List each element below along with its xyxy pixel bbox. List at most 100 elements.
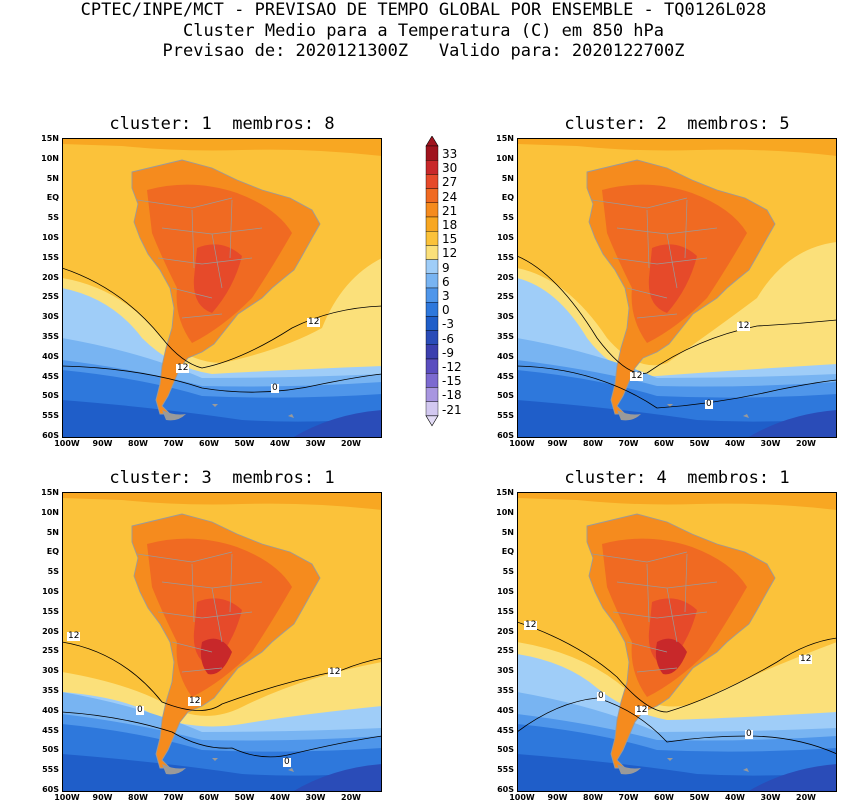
colorbar-swatch (425, 245, 439, 260)
map-panel-cluster-1 (62, 138, 382, 438)
falklands (212, 404, 218, 407)
colorbar-svg (425, 135, 439, 427)
lon-label: 70W (163, 439, 184, 448)
lat-label: 55S (497, 411, 514, 421)
lat-label: 55S (497, 765, 514, 775)
band-minus-6 (517, 400, 837, 438)
panel-3-title: cluster: 3 membros: 1 (109, 468, 335, 488)
lon-label: 40W (725, 439, 745, 448)
temperature-field (62, 138, 382, 438)
lat-label: EQ (46, 547, 59, 557)
contour-0 (517, 365, 837, 409)
contour-label: 12 (328, 667, 342, 677)
lon-label: 90W (92, 793, 113, 802)
lat-label: 10S (497, 587, 514, 596)
lon-label: 20W (341, 793, 361, 802)
panel-1-title: cluster: 1 membros: 8 (109, 114, 335, 134)
panel-4-title: cluster: 4 membros: 1 (564, 468, 790, 488)
colorbar-label: 15 (442, 232, 458, 247)
contour-label: 12 (635, 705, 649, 715)
lat-label: 45S (42, 725, 59, 735)
lat-label: 15N (496, 488, 514, 497)
lat-label: 35S (497, 332, 514, 341)
header-line-2: Cluster Medio para a Temperatura (C) em … (182, 21, 665, 41)
lon-label: 40W (270, 793, 290, 802)
country-borders (591, 551, 718, 673)
lat-label: 15N (41, 488, 59, 497)
lat-label: 40S (497, 351, 514, 361)
lat-label: 20S (42, 272, 59, 282)
coastline (586, 159, 776, 415)
lon-label: 20W (341, 439, 361, 448)
lat-label: 20S (497, 272, 514, 282)
lon-label: 50W (234, 793, 255, 802)
country-borders (136, 551, 263, 673)
lat-label: 15S (497, 606, 514, 616)
lon-label: 40W (270, 439, 290, 448)
band-minus-9 (747, 410, 837, 438)
lat-label: 40S (497, 705, 514, 715)
contour-label: 0 (597, 691, 605, 701)
lon-label: 80W (583, 439, 603, 448)
colorbar-swatch (425, 145, 439, 161)
lon-label: 60W (654, 793, 674, 802)
temperature-field (517, 138, 837, 438)
lon-label: 80W (128, 793, 148, 802)
lon-label: 30W (305, 439, 326, 448)
band-north-warm (517, 492, 837, 510)
map-frame (517, 492, 837, 792)
panel-2-title: cluster: 2 membros: 5 (564, 114, 790, 134)
lon-label: 30W (760, 793, 781, 802)
colorbar-label: -15 (442, 374, 462, 389)
lat-label: 15S (42, 606, 59, 616)
lat-label: 55S (42, 411, 59, 421)
lat-label: EQ (501, 193, 514, 203)
lat-label: 40S (42, 351, 59, 361)
colorbar-label: -21 (442, 402, 462, 417)
lon-label: 70W (618, 439, 639, 448)
lat-label: 10N (41, 507, 59, 517)
colorbar-label: 21 (442, 203, 458, 218)
colorbar-bottom-arrow (425, 415, 439, 427)
lat-label: 50S (497, 745, 514, 755)
lat-label: 5S (47, 567, 59, 577)
lat-label: 50S (42, 745, 59, 755)
colorbar-swatch (425, 387, 439, 402)
tierra-del-fuego (617, 410, 641, 421)
contour-12 (517, 255, 837, 374)
header-line-3: Previsao de: 2020121300Z Valido para: 20… (162, 41, 685, 61)
lat-label: 15S (497, 252, 514, 262)
contour-0 (62, 711, 382, 758)
lat-label: 10N (496, 507, 514, 517)
colorbar-swatch (425, 301, 439, 317)
colorbar-swatch (425, 160, 439, 175)
lon-label: 50W (689, 793, 710, 802)
colorbar-top-arrow (425, 135, 439, 147)
colorbar-swatch (425, 372, 439, 388)
colorbar-label: 33 (442, 147, 458, 161)
south-georgia (288, 768, 294, 772)
lat-label: 5N (501, 173, 514, 183)
band-minus-6 (517, 754, 837, 792)
lat-label: 45S (497, 371, 514, 381)
tierra-del-fuego (162, 410, 186, 421)
colorbar: 33 30 27 24 21 18 15 12 9 6 3 0 -3 -6 -9 -12 -15 -18 -21 (424, 135, 474, 446)
lon-label: 100W (54, 793, 80, 802)
lon-label: 30W (760, 439, 781, 448)
lat-label: 20S (42, 626, 59, 636)
lat-label: 35S (497, 686, 514, 695)
map-frame (62, 492, 382, 792)
band-minus-9 (292, 410, 382, 438)
lat-label: 5S (47, 213, 59, 223)
lat-label: EQ (501, 547, 514, 557)
south-georgia (743, 414, 749, 418)
colorbar-swatch (425, 330, 439, 346)
colorbar-label: 12 (442, 246, 458, 261)
contour-label: 12 (188, 696, 202, 706)
lat-label: 10N (496, 153, 514, 163)
lon-label: 60W (199, 793, 219, 802)
lon-label: 70W (163, 793, 184, 802)
colorbar-label: 3 (442, 289, 450, 303)
lat-label: 45S (42, 371, 59, 381)
lon-label: 20W (796, 793, 816, 802)
